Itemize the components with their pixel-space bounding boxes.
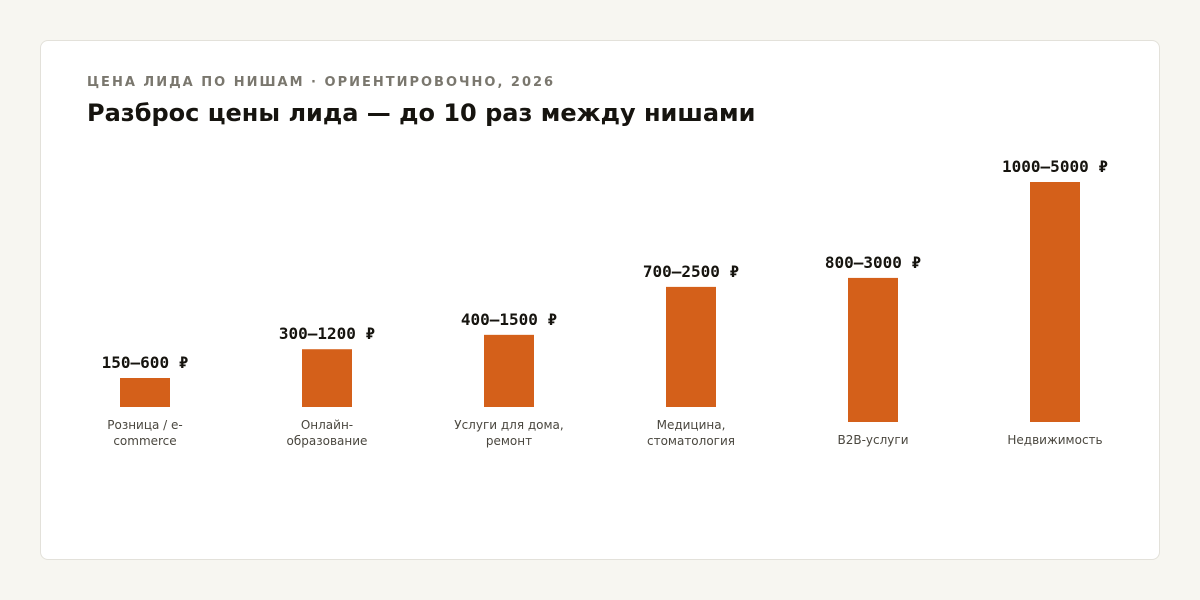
bar-3 [484, 334, 534, 407]
bar-value-label: 1000–5000 ₽ [1002, 157, 1108, 176]
chart-card: ЦЕНА ЛИДА ПО НИШАМ · ОРИЕНТИРОВОЧНО, 202… [40, 40, 1160, 560]
category-label: Услуги для дома, [454, 418, 563, 432]
category-label: Онлайн- [301, 418, 353, 432]
category-label: Недвижимость [1007, 433, 1102, 447]
bars-group: 150–600 ₽ Розница / e-commerce 300–1200 ₽ О… [102, 157, 1108, 448]
bar-value-label: 150–600 ₽ [102, 353, 189, 372]
bar-value-label: 700–2500 ₽ [643, 262, 739, 281]
category-label: commerce [113, 434, 176, 448]
category-label: стоматология [647, 434, 735, 448]
bar-2 [302, 349, 352, 407]
bar-value-label: 300–1200 ₽ [279, 324, 375, 343]
category-label: B2B-услуги [837, 433, 908, 447]
bar-4 [666, 286, 716, 407]
bar-6 [1030, 182, 1080, 422]
chart-kicker: ЦЕНА ЛИДА ПО НИШАМ · ОРИЕНТИРОВОЧНО, 202… [87, 75, 556, 90]
bar-value-label: 400–1500 ₽ [461, 310, 557, 329]
category-label: Розница / e- [107, 418, 183, 432]
bar-value-label: 800–3000 ₽ [825, 253, 921, 272]
category-label: ремонт [486, 434, 532, 448]
chart-title: Разброс цены лида — до 10 раз между ниша… [87, 99, 756, 127]
bar-5 [848, 277, 898, 422]
bar-1 [120, 378, 170, 407]
category-label: Медицина, [657, 418, 726, 432]
category-label: образование [287, 434, 368, 448]
